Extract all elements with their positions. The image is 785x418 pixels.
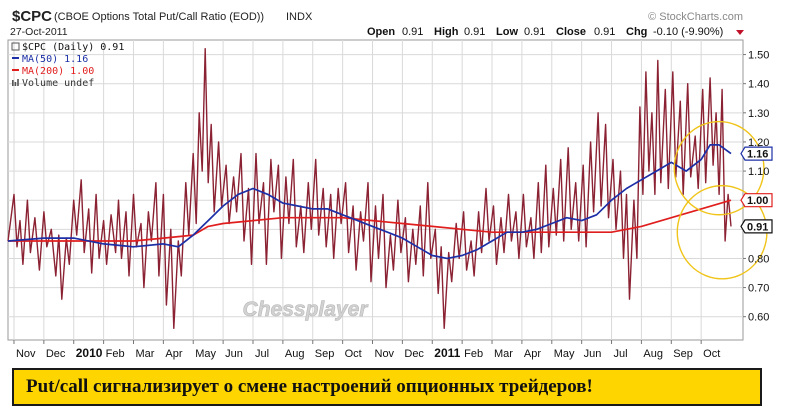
y-tick-label: 1.10 <box>748 166 769 178</box>
y-tick-label: 0.70 <box>748 283 769 295</box>
y-tick-label: 1.50 <box>748 50 769 62</box>
legend-volume: Volume undef <box>22 78 94 89</box>
x-tick-label: 2010 <box>76 346 103 360</box>
close-label: Close <box>556 26 586 38</box>
x-tick-label: Aug <box>285 348 305 360</box>
y-tick-label: 1.40 <box>748 79 769 91</box>
price-tag-box <box>740 146 773 161</box>
price-tag: 1.00 <box>740 193 773 208</box>
y-tick-label: 1.30 <box>748 108 769 120</box>
x-tick-label: 2011 <box>434 346 460 360</box>
caption-banner: Put/call сигнализирует о смене настроени… <box>12 368 762 406</box>
legend: $CPC (Daily) 0.91 MA(50) 1.16 MA(200) 1.… <box>11 42 124 89</box>
volume-icon <box>12 79 19 86</box>
x-tick-label: Jun <box>584 348 602 360</box>
down-arrow-icon <box>736 30 744 35</box>
ohlc-readout: Open 0.91 High 0.91 Low 0.91 Close 0.91 … <box>367 26 744 38</box>
chart-date: 27-Oct-2011 <box>10 26 68 38</box>
open-value: 0.91 <box>402 26 423 38</box>
chart-symbol: $CPC <box>12 8 52 25</box>
x-tick-label: Jul <box>614 348 628 360</box>
price-tag-box <box>740 193 773 208</box>
x-tick-label: Dec <box>46 348 66 360</box>
series-line-price <box>7 48 732 329</box>
price-tag: 0.91 <box>740 219 773 234</box>
price-tag-box <box>740 219 773 234</box>
legend-ma50: MA(50) 1.16 <box>22 54 88 65</box>
legend-ma200: MA(200) 1.00 <box>22 66 94 77</box>
x-tick-label: May <box>554 348 575 360</box>
chart-description: (CBOE Options Total Put/Call Ratio (EOD)… <box>54 11 264 23</box>
low-label: Low <box>496 26 518 38</box>
series-line-ma50 <box>7 144 732 260</box>
x-tick-label: Mar <box>135 348 154 360</box>
stockcharts-brand: © StockCharts.com <box>648 11 743 23</box>
caption-text: Put/call сигнализирует о смене настроени… <box>26 376 593 397</box>
y-tick-label: 0.80 <box>748 253 769 265</box>
x-tick-label: Sep <box>315 348 335 360</box>
series-line-ma200 <box>8 199 732 242</box>
x-tick-label: Nov <box>16 348 36 360</box>
watermark: Chessplayer <box>243 298 370 321</box>
x-tick-label: Oct <box>345 348 362 360</box>
y-tick-label: 0.60 <box>748 312 769 324</box>
price-tag-label: 1.00 <box>747 195 768 207</box>
x-tick-label: Apr <box>524 348 541 360</box>
x-tick-label: Feb <box>464 348 483 360</box>
highlight-circle <box>673 120 765 216</box>
y-tick-label: 1.20 <box>748 137 769 149</box>
x-axis: Nov Dec 2010 Feb Mar Apr May Jun Jul Aug Sep Oct Nov… <box>13 340 720 360</box>
legend-price: $CPC (Daily) 0.91 <box>22 42 124 53</box>
x-tick-label: Feb <box>106 348 125 360</box>
plot-area: Chessplayer <box>7 39 768 341</box>
x-tick-label: May <box>195 348 216 360</box>
price-tag-label: 0.91 <box>747 221 768 233</box>
x-tick-label: Sep <box>673 348 693 360</box>
high-value: 0.91 <box>464 26 485 38</box>
x-tick-label: Mar <box>494 348 513 360</box>
price-tag-label: 1.16 <box>747 149 768 161</box>
series-layer <box>7 48 732 329</box>
x-tick-label: Jun <box>225 348 243 360</box>
price-tag: 1.16 <box>740 146 773 161</box>
chg-value: -0.10 (-9.90%) <box>653 26 723 38</box>
close-value: 0.91 <box>594 26 615 38</box>
y-axis: 0.600.700.800.901.001.101.201.301.401.50 <box>743 50 769 324</box>
x-tick-label: Apr <box>165 348 182 360</box>
x-tick-label: Oct <box>703 348 720 360</box>
legend-price-swatch <box>11 42 20 51</box>
plot-frame <box>7 39 744 341</box>
open-label: Open <box>367 26 395 38</box>
x-tick-label: Aug <box>643 348 663 360</box>
x-tick-label: Jul <box>255 348 269 360</box>
x-tick-label: Nov <box>375 348 395 360</box>
high-label: High <box>434 26 459 38</box>
price-tags: 1.16 1.00 0.91 <box>740 146 773 234</box>
chart-exchange: INDX <box>286 11 313 23</box>
chg-label: Chg <box>626 26 647 38</box>
low-value: 0.91 <box>524 26 545 38</box>
x-tick-label: Dec <box>404 348 424 360</box>
